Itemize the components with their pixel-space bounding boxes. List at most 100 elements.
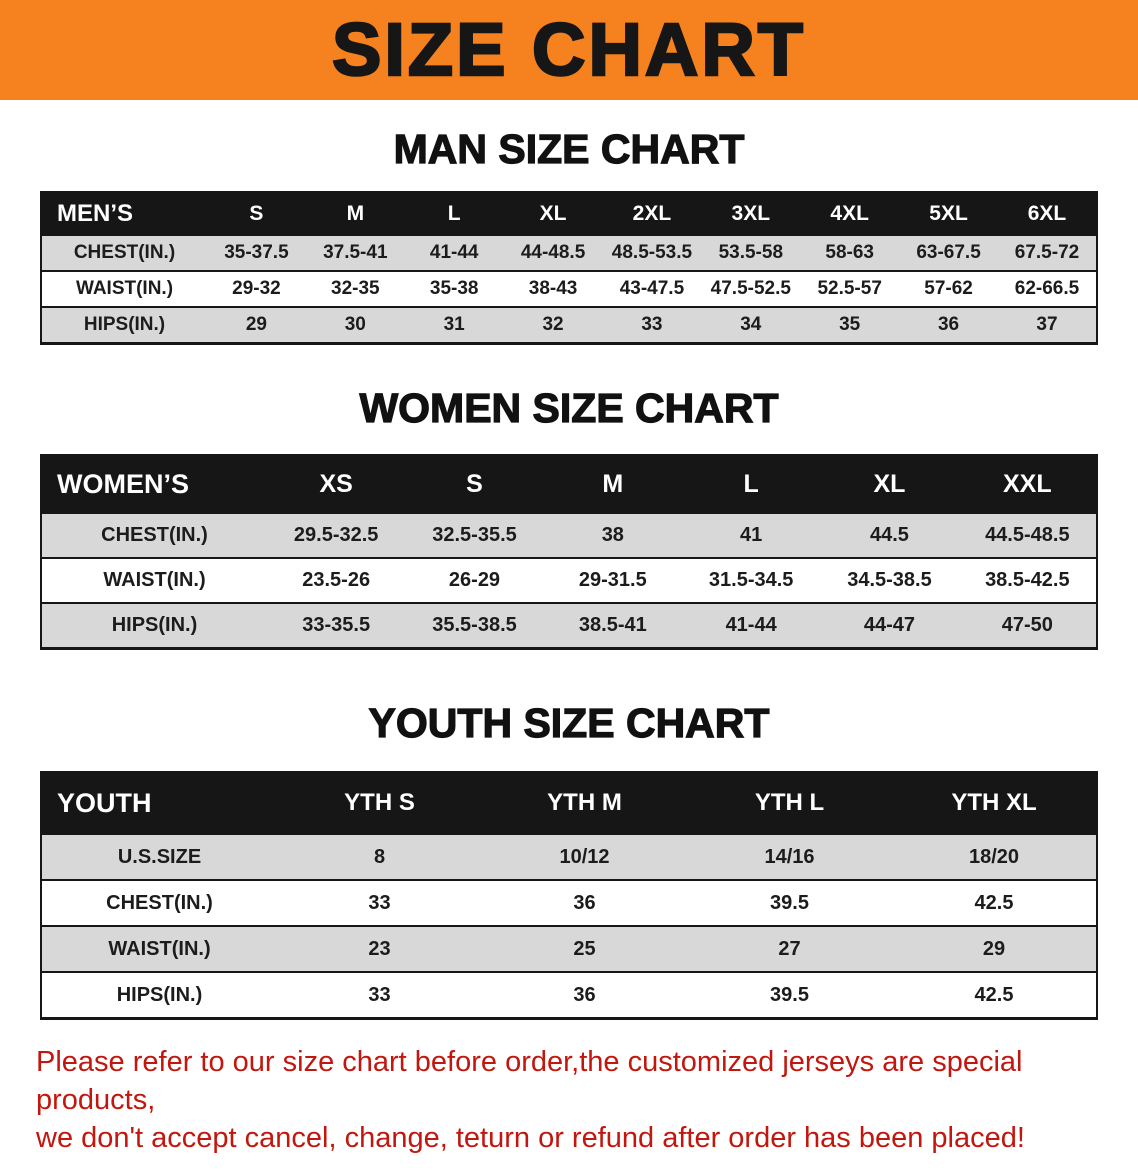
value-cell: 36: [482, 879, 687, 927]
value-cell: 33: [277, 879, 482, 927]
table-title-cell: MEN’S: [41, 192, 207, 236]
value-cell: 32.5-35.5: [405, 512, 544, 559]
table-row: HIPS(IN.) 33 36 39.5 42.5: [41, 971, 1097, 1019]
value-cell: 63-67.5: [899, 234, 998, 272]
value-cell: 37: [998, 306, 1097, 344]
size-header-cell: YTH L: [687, 772, 892, 835]
row-label-cell: WAIST(IN.): [41, 925, 277, 973]
value-cell: 38-43: [503, 270, 603, 308]
value-cell: 33-35.5: [267, 602, 406, 649]
table-row: WAIST(IN.) 23.5-26 26-29 29-31.5 31.5-34.5 34…: [41, 557, 1097, 604]
value-cell: 62-66.5: [998, 270, 1097, 308]
table-row: CHEST(IN.) 29.5-32.5 32.5-35.5 38 41 44.5 44.5…: [41, 512, 1097, 559]
table-row: HIPS(IN.) 29 30 31 32 33 34 35 36 37: [41, 306, 1097, 344]
table-header-row: WOMEN’S XS S M L XL XXL: [41, 455, 1097, 514]
value-cell: 29-32: [207, 270, 306, 308]
value-cell: 57-62: [899, 270, 998, 308]
value-cell: 33: [602, 306, 702, 344]
section-men: MAN SIZE CHART MEN’S S M L XL 2XL 3XL 4XL 5XL 6XL…: [0, 100, 1138, 346]
row-label-cell: HIPS(IN.): [41, 971, 277, 1019]
size-header-cell: S: [405, 455, 544, 514]
value-cell: 44.5-48.5: [958, 512, 1097, 559]
size-header-cell: XXL: [958, 455, 1097, 514]
value-cell: 8: [277, 833, 482, 881]
table-header-row: YOUTH YTH S YTH M YTH L YTH XL: [41, 772, 1097, 835]
value-cell: 29: [207, 306, 306, 344]
size-header-cell: XL: [820, 455, 959, 514]
value-cell: 29-31.5: [543, 557, 682, 604]
value-cell: 48.5-53.5: [602, 234, 702, 272]
size-header-cell: 4XL: [800, 192, 900, 236]
youth-size-table: YOUTH YTH S YTH M YTH L YTH XL U.S.SIZE 8 10/12…: [40, 771, 1098, 1021]
size-header-cell: L: [404, 192, 504, 236]
table-row: U.S.SIZE 8 10/12 14/16 18/20: [41, 833, 1097, 881]
value-cell: 31.5-34.5: [681, 557, 821, 604]
men-section-heading: MAN SIZE CHART: [393, 125, 745, 172]
value-cell: 47.5-52.5: [701, 270, 801, 308]
value-cell: 39.5: [687, 971, 892, 1019]
value-cell: 52.5-57: [800, 270, 900, 308]
size-header-cell: XS: [267, 455, 406, 514]
value-cell: 42.5: [892, 879, 1097, 927]
table-title-cell: WOMEN’S: [41, 455, 267, 514]
size-header-cell: L: [681, 455, 821, 514]
women-section-heading: WOMEN SIZE CHART: [359, 385, 779, 432]
value-cell: 37.5-41: [305, 234, 405, 272]
section-youth: YOUTH SIZE CHART YOUTH YTH S YTH M YTH L YTH…: [0, 650, 1138, 1021]
row-label-cell: CHEST(IN.): [41, 512, 267, 559]
value-cell: 47-50: [958, 602, 1097, 649]
row-label-cell: CHEST(IN.): [41, 234, 207, 272]
row-label-cell: WAIST(IN.): [41, 557, 267, 604]
value-cell: 42.5: [892, 971, 1097, 1019]
size-header-cell: M: [543, 455, 682, 514]
value-cell: 32: [503, 306, 603, 344]
disclaimer: Please refer to our size chart before or…: [36, 1044, 1108, 1157]
value-cell: 38.5-41: [543, 602, 682, 649]
youth-section-heading: YOUTH SIZE CHART: [368, 700, 770, 747]
table-row: HIPS(IN.) 33-35.5 35.5-38.5 38.5-41 41-44 44-…: [41, 602, 1097, 649]
size-header-cell: M: [305, 192, 405, 236]
value-cell: 41-44: [404, 234, 504, 272]
page-title: SIZE CHART: [331, 8, 806, 91]
row-label-cell: U.S.SIZE: [41, 833, 277, 881]
men-size-table: MEN’S S M L XL 2XL 3XL 4XL 5XL 6XL CHEST(IN.) 35-37…: [40, 191, 1098, 346]
size-header-cell: YTH M: [482, 772, 687, 835]
value-cell: 23.5-26: [267, 557, 406, 604]
disclaimer-line-2: we don't accept cancel, change, teturn o…: [36, 1121, 1025, 1154]
value-cell: 36: [482, 971, 687, 1019]
row-label-cell: CHEST(IN.): [41, 879, 277, 927]
value-cell: 29: [892, 925, 1097, 973]
value-cell: 30: [305, 306, 405, 344]
size-header-cell: XL: [503, 192, 603, 236]
value-cell: 29.5-32.5: [267, 512, 406, 559]
value-cell: 23: [277, 925, 482, 973]
value-cell: 41-44: [681, 602, 821, 649]
size-header-cell: 5XL: [899, 192, 998, 236]
value-cell: 26-29: [405, 557, 544, 604]
table-row: CHEST(IN.) 33 36 39.5 42.5: [41, 879, 1097, 927]
value-cell: 38.5-42.5: [958, 557, 1097, 604]
size-header-cell: 3XL: [701, 192, 801, 236]
value-cell: 35.5-38.5: [405, 602, 544, 649]
table-row: CHEST(IN.) 35-37.5 37.5-41 41-44 44-48.5 48.5…: [41, 234, 1097, 272]
banner: SIZE CHART: [0, 0, 1138, 100]
size-header-cell: YTH S: [277, 772, 482, 835]
value-cell: 36: [899, 306, 998, 344]
section-women: WOMEN SIZE CHART WOMEN’S XS S M L XL XXL CHEST(…: [0, 345, 1138, 651]
value-cell: 35-37.5: [207, 234, 306, 272]
value-cell: 38: [543, 512, 682, 559]
women-size-table: WOMEN’S XS S M L XL XXL CHEST(IN.) 29.5-32.5 32.5…: [40, 454, 1098, 651]
value-cell: 10/12: [482, 833, 687, 881]
value-cell: 34.5-38.5: [820, 557, 959, 604]
table-row: WAIST(IN.) 29-32 32-35 35-38 38-43 43-47.5 47.…: [41, 270, 1097, 308]
value-cell: 27: [687, 925, 892, 973]
table-title-cell: YOUTH: [41, 772, 277, 835]
value-cell: 34: [701, 306, 801, 344]
value-cell: 44.5: [820, 512, 959, 559]
size-header-cell: S: [207, 192, 306, 236]
value-cell: 41: [681, 512, 821, 559]
value-cell: 58-63: [800, 234, 900, 272]
table-row: WAIST(IN.) 23 25 27 29: [41, 925, 1097, 973]
value-cell: 67.5-72: [998, 234, 1097, 272]
